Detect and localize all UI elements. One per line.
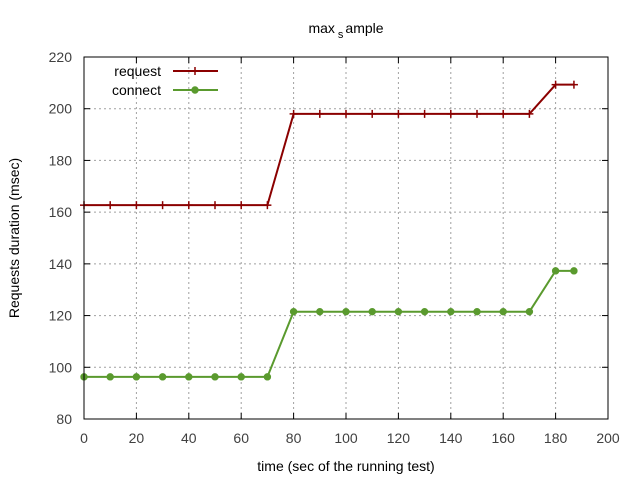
series-layer xyxy=(80,80,578,381)
x-tick-label: 140 xyxy=(439,430,463,446)
connect-point xyxy=(211,373,219,381)
x-tick-label: 20 xyxy=(129,430,145,446)
x-axis-title: time (sec of the running test) xyxy=(257,458,434,474)
request-point xyxy=(211,201,219,210)
connect-series xyxy=(80,267,578,381)
legend-label: request xyxy=(114,63,161,79)
request-point xyxy=(446,109,455,118)
request-point xyxy=(569,80,578,89)
legend-request-point xyxy=(191,67,199,75)
x-tick-label: 200 xyxy=(596,430,620,446)
request-point xyxy=(289,109,298,118)
request-point xyxy=(551,80,560,89)
request-point xyxy=(184,201,193,210)
legend-item-request: request xyxy=(114,63,218,79)
request-point xyxy=(237,201,246,210)
y-tick-label: 140 xyxy=(49,256,73,272)
y-tick-label: 100 xyxy=(49,359,73,375)
connect-point xyxy=(570,267,578,275)
connect-point xyxy=(316,307,324,316)
connect-point xyxy=(132,373,141,381)
request-point xyxy=(315,109,324,118)
x-tick-label: 60 xyxy=(233,430,249,446)
connect-point xyxy=(551,267,560,275)
chart-title: max s ample xyxy=(308,20,383,41)
legend-item-connect: connect xyxy=(112,82,218,98)
connect-point xyxy=(342,307,350,316)
y-tick-labels: 80 100 120 140 160 180 200 220 xyxy=(49,49,73,427)
connect-point xyxy=(158,373,167,381)
chart-title-sub: s xyxy=(338,29,344,41)
legend-label: connect xyxy=(112,82,161,98)
connect-point xyxy=(106,373,114,381)
connect-point xyxy=(394,307,403,316)
x-tick-label: 160 xyxy=(492,430,516,446)
x-tick-label: 80 xyxy=(286,430,302,446)
y-tick-label: 200 xyxy=(49,101,73,117)
x-tick-label: 100 xyxy=(334,430,358,446)
request-point xyxy=(499,109,508,118)
y-tick-label: 220 xyxy=(49,49,73,65)
y-tick-label: 160 xyxy=(49,204,73,220)
connect-point xyxy=(237,373,245,381)
legend-connect-point xyxy=(191,86,199,94)
request-point xyxy=(368,109,377,118)
x-tick-label: 120 xyxy=(387,430,411,446)
x-tick-label: 40 xyxy=(181,430,197,446)
legend: request connect xyxy=(112,63,218,98)
x-tick-label: 180 xyxy=(544,430,568,446)
y-axis-title: Requests duration (msec) xyxy=(6,158,22,318)
request-point xyxy=(394,109,403,118)
x-tick-labels: 0 20 40 60 80 100 120 140 160 180 200 xyxy=(80,430,620,446)
connect-point xyxy=(447,307,455,316)
request-point xyxy=(473,109,481,118)
request-series xyxy=(80,80,578,210)
plot-border xyxy=(83,56,609,420)
request-point xyxy=(342,109,350,118)
connect-point xyxy=(289,307,298,316)
y-tick-label: 180 xyxy=(49,152,73,168)
request-point xyxy=(420,109,429,118)
chart-title-rest: ample xyxy=(345,20,383,36)
connect-point xyxy=(499,307,507,316)
connect-line xyxy=(84,269,574,378)
request-point xyxy=(263,201,272,210)
connect-point xyxy=(473,307,481,316)
y-tick-label: 80 xyxy=(56,411,72,427)
chart-title-main: max xyxy=(308,20,334,36)
connect-point xyxy=(185,373,193,381)
request-point xyxy=(132,201,141,210)
request-point xyxy=(106,201,115,210)
grid xyxy=(83,56,609,420)
request-line xyxy=(84,83,574,207)
request-point xyxy=(525,109,534,118)
request-point xyxy=(158,201,167,210)
connect-point xyxy=(525,307,534,316)
connect-point xyxy=(263,373,272,381)
y-tick-label: 120 xyxy=(49,308,73,324)
x-tick-label: 0 xyxy=(80,430,88,446)
connect-point xyxy=(420,307,429,316)
connect-point xyxy=(368,307,376,316)
